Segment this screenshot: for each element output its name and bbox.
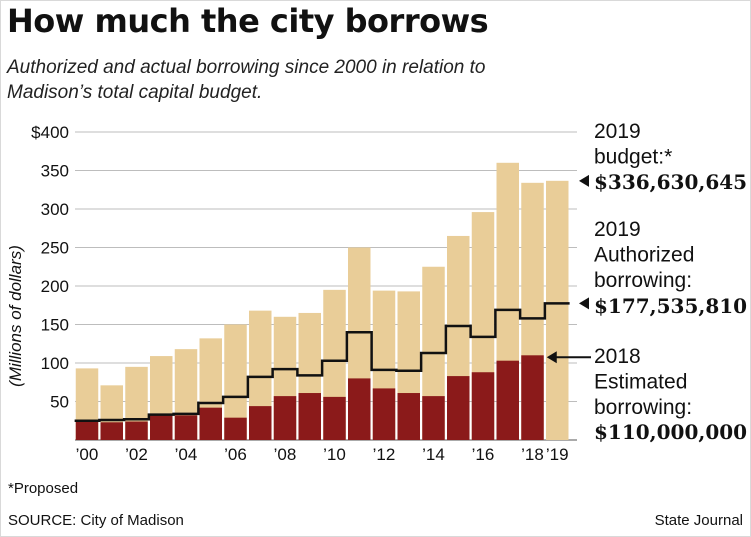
borrowing-bar [249, 406, 272, 440]
y-tick-label: 50 [50, 393, 69, 412]
chart-title: How much the city borrows [7, 2, 489, 40]
x-tick-label: ’06 [224, 445, 247, 464]
annotation-label: borrowing: [594, 396, 692, 419]
annotation-value: $177,535,810 [594, 294, 747, 318]
annotation-label: budget:* [594, 146, 672, 169]
y-tick-label: $400 [31, 123, 69, 142]
borrowing-bar [372, 388, 396, 440]
borrowing-bar [75, 421, 99, 440]
chart-subtitle: Authorized and actual borrowing since 20… [7, 57, 486, 103]
y-tick-label: 350 [41, 162, 69, 181]
authorized-borrowing-line [74, 302, 570, 422]
x-tick-label: ’19 [546, 445, 569, 464]
annotation-label: 2018 [594, 345, 641, 368]
borrowing-bar [397, 393, 420, 440]
annotation-arrowhead [546, 351, 557, 364]
borrowing-bar [496, 360, 519, 440]
annotation-label: borrowing: [594, 269, 692, 292]
y-tick-label: 250 [41, 239, 69, 258]
x-tick-label: ’02 [125, 445, 148, 464]
y-tick-label: 100 [41, 354, 69, 373]
y-tick-label: 300 [41, 200, 69, 219]
y-axis-title: (Millions of dollars) [6, 245, 25, 387]
borrowing-bar [224, 417, 247, 440]
annotation-value: $110,000,000 [594, 420, 747, 444]
budget-bar [224, 324, 247, 440]
y-tick-label: 150 [41, 316, 69, 335]
annotation-label: Authorized [594, 244, 694, 267]
borrowing-bar [298, 393, 321, 440]
annotation-arrowhead [579, 297, 589, 310]
borrowing-bar [100, 422, 123, 440]
borrowing-bar [273, 396, 297, 440]
x-tick-label: ’08 [274, 445, 297, 464]
annotation-label: Estimated [594, 371, 687, 394]
x-tick-label: ’00 [76, 445, 99, 464]
y-tick-label: 200 [41, 277, 69, 296]
annotation-arrowhead [579, 174, 589, 187]
borrowing-bar [150, 415, 173, 440]
annotation-label: 2019 [594, 120, 641, 143]
annotation-label: 2019 [594, 218, 641, 241]
credit-note: State Journal [654, 512, 743, 529]
borrowing-bar [521, 355, 544, 440]
borrowing-bar [125, 421, 148, 440]
borrowing-bar [323, 396, 346, 440]
borrowing-bar [174, 415, 198, 440]
borrowing-bar [471, 372, 495, 440]
annotation-value: $336,630,645 [594, 170, 747, 194]
borrowing-bar [348, 378, 371, 440]
x-tick-label: ’04 [175, 445, 198, 464]
borrowing-bar [447, 376, 470, 440]
borrowing-bar [422, 396, 445, 440]
source-note: SOURCE: City of Madison [8, 512, 184, 529]
x-tick-label: ’16 [472, 445, 495, 464]
x-tick-label: ’10 [323, 445, 346, 464]
x-tick-label: ’12 [373, 445, 396, 464]
footnote: *Proposed [8, 480, 79, 497]
x-tick-label: ’14 [422, 445, 445, 464]
budget-bar [546, 180, 569, 440]
borrowing-bar [199, 407, 222, 440]
x-tick-label: ’18 [521, 445, 544, 464]
